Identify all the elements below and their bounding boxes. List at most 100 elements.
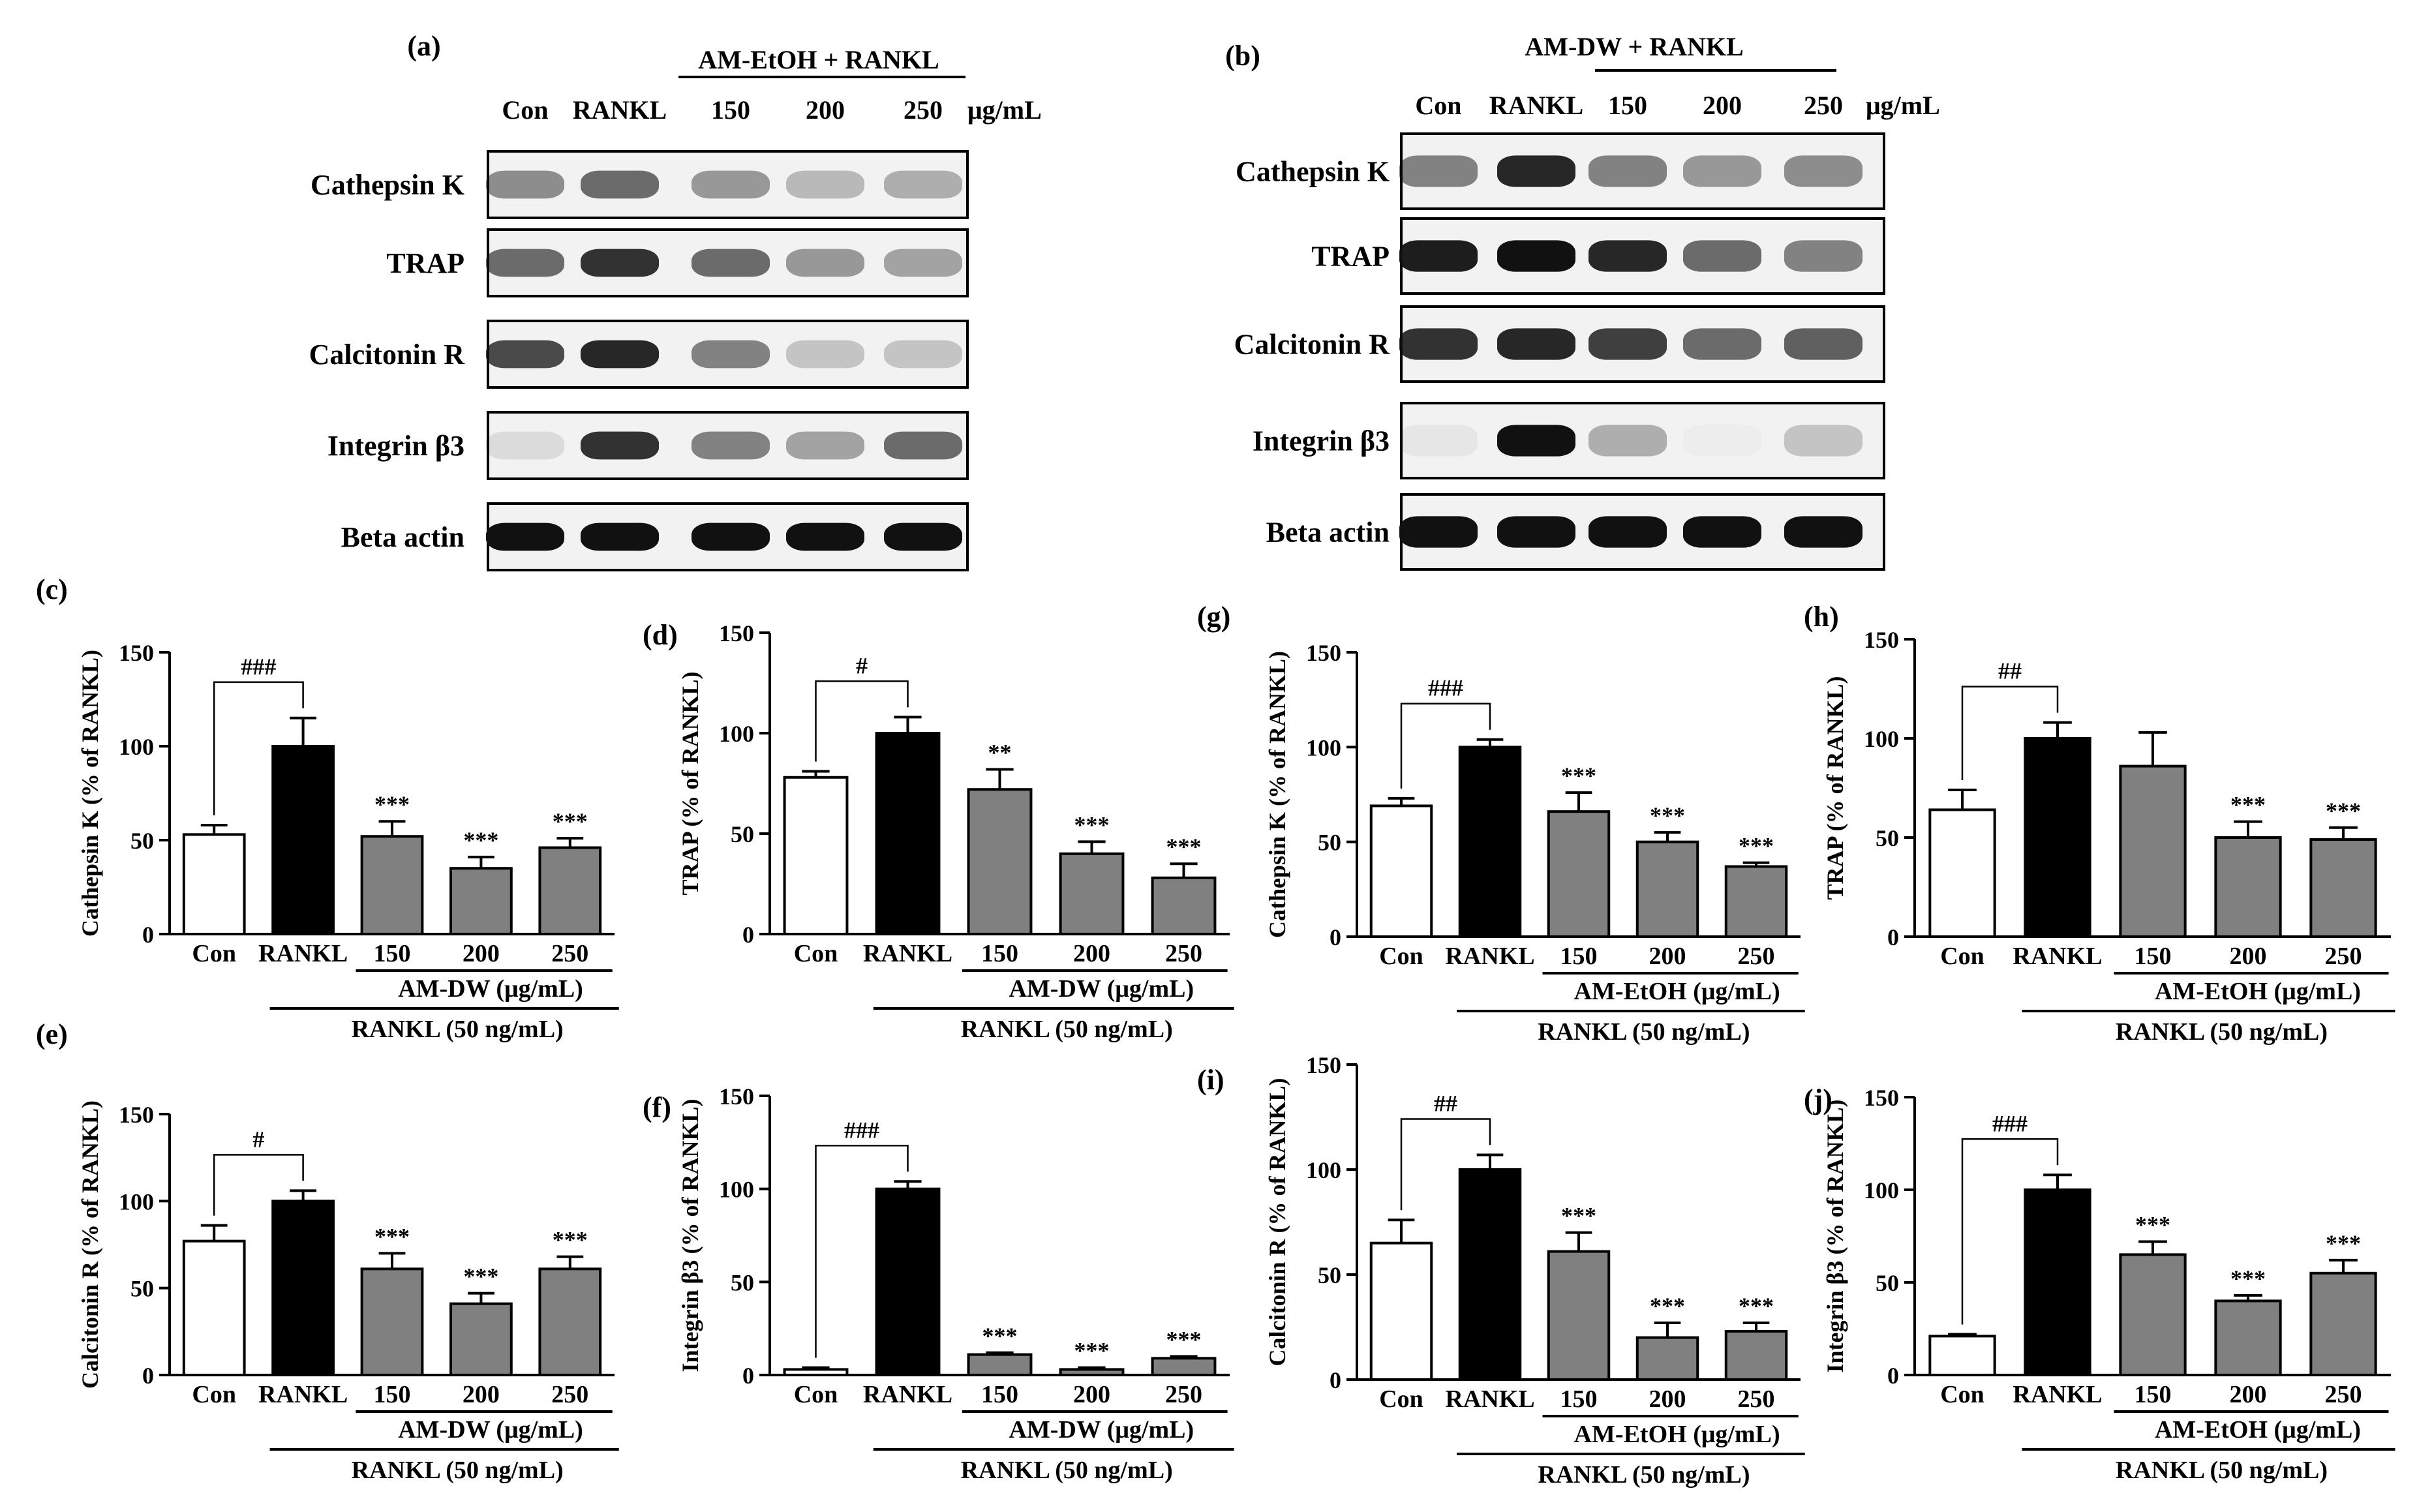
blot-band-con xyxy=(486,170,564,199)
y-tick-label: 50 xyxy=(731,1269,754,1295)
blot-row-label: Calcitonin R xyxy=(309,339,466,370)
x-tick-label-250: 250 xyxy=(2325,943,2362,970)
panel-label: (h) xyxy=(1804,601,1839,633)
y-tick-label: 0 xyxy=(742,1363,754,1389)
y-tick-label: 50 xyxy=(130,828,154,854)
blot-band-250 xyxy=(884,431,962,460)
x-tick-label-200: 200 xyxy=(1073,940,1110,967)
blot-band-200 xyxy=(1683,328,1761,360)
panel-label: (i) xyxy=(1197,1064,1224,1096)
y-tick-label: 100 xyxy=(1864,726,1899,752)
significance-label: *** xyxy=(1739,833,1774,859)
bar-chart-g: (g) 0 50 100 150 Cathepsin K (% of RANKL) Con R… xyxy=(1197,601,1805,1046)
significance-label: *** xyxy=(1561,763,1596,789)
x-tick-label-200: 200 xyxy=(2230,943,2267,970)
lane-label-rankl: RANKL xyxy=(573,95,667,125)
bar-150 xyxy=(1547,810,1611,939)
blot-row-calcitonin-r: Calcitonin R xyxy=(309,320,969,389)
significance-label: *** xyxy=(553,1227,588,1253)
x-tick-label-con: Con xyxy=(1940,943,1984,970)
bar-250 xyxy=(538,1267,602,1377)
western-blot-b: (b) AM-DW + RANKL Con RANKL 150 200 250 μg/mL Ca… xyxy=(1225,32,1940,571)
y-tick-label: 150 xyxy=(1864,1085,1899,1111)
x-tick-label-rankl: RANKL xyxy=(863,940,952,967)
blot-row-label: Calcitonin R xyxy=(1234,329,1391,361)
y-tick-label: 50 xyxy=(130,1276,154,1302)
blot-band-150 xyxy=(1589,328,1667,360)
significance-label: *** xyxy=(1739,1293,1774,1319)
significance-label: *** xyxy=(2326,798,2361,824)
y-axis-label: Integrin β3 (% of RANKL) xyxy=(1822,1100,1848,1373)
bar-chart-j: (j) 0 50 100 150 Integrin β3 (% of RANKL) Con R… xyxy=(1804,1083,2395,1484)
blot-treatment-label: AM-DW + RANKL xyxy=(1525,32,1743,61)
panel-label: (d) xyxy=(643,619,678,651)
bar-200 xyxy=(449,1302,513,1376)
comparison-bracket xyxy=(1400,1118,1491,1211)
blot-treatment-label: AM-EtOH + RANKL xyxy=(698,45,939,74)
x-tick-label-150: 150 xyxy=(981,940,1018,967)
y-tick-label: 0 xyxy=(142,922,154,948)
blot-band-150 xyxy=(692,170,770,199)
bar-250 xyxy=(1724,1329,1788,1381)
blot-band-200 xyxy=(786,249,864,277)
rankl-group-label: RANKL (50 ng/mL) xyxy=(352,1457,564,1484)
y-tick-label: 100 xyxy=(1306,1157,1341,1183)
blot-band-250 xyxy=(1784,516,1862,548)
bar-200 xyxy=(2214,1299,2282,1377)
significance-label: *** xyxy=(1650,1293,1685,1319)
blot-row-label: Integrin β3 xyxy=(1253,425,1390,457)
comparison-bracket xyxy=(213,681,304,815)
y-tick-label: 150 xyxy=(1306,1052,1341,1078)
x-tick-label-250: 250 xyxy=(1165,1381,1202,1408)
blot-band-250 xyxy=(1784,328,1862,360)
blot-row-beta-actin: Beta actin xyxy=(1266,493,1885,571)
panel-label: (e) xyxy=(36,1018,68,1050)
blot-band-150 xyxy=(692,522,770,551)
significance-label: *** xyxy=(1650,802,1685,828)
bar-150 xyxy=(967,1353,1033,1376)
blot-band-250 xyxy=(1784,155,1862,187)
blot-band-150 xyxy=(1589,240,1667,272)
x-tick-label-150: 150 xyxy=(1560,943,1598,970)
blot-band-150 xyxy=(1589,155,1667,187)
blot-band-con xyxy=(1399,240,1478,272)
y-axis-label: Calcitonin R (% of RANKL) xyxy=(77,1100,103,1389)
comparison-bracket xyxy=(815,680,909,762)
y-tick-label: 0 xyxy=(1887,924,1899,950)
x-tick-label-rankl: RANKL xyxy=(2013,943,2102,970)
bar-rankl xyxy=(1458,1168,1522,1381)
x-tick-label-rankl: RANKL xyxy=(2013,1381,2102,1408)
bracket-label: ### xyxy=(241,654,276,680)
blot-band-rankl xyxy=(1497,425,1575,457)
x-tick-label-150: 150 xyxy=(374,940,411,967)
treatment-group-label: AM-DW (μg/mL) xyxy=(398,1416,583,1444)
lane-label-200: 200 xyxy=(1703,91,1742,120)
blot-band-250 xyxy=(884,170,962,199)
bar-200 xyxy=(449,867,513,935)
blot-row-trap: TRAP xyxy=(1311,217,1885,295)
blot-band-200 xyxy=(1683,240,1761,272)
bar-chart-h: (h) 0 50 100 150 TRAP (% of RANKL) Con RANKL 150… xyxy=(1804,601,2395,1046)
bracket-label: ## xyxy=(1434,1090,1457,1116)
blot-row-label: TRAP xyxy=(1311,241,1390,273)
bracket-label: ### xyxy=(1428,675,1463,701)
y-tick-label: 100 xyxy=(1864,1177,1899,1203)
rankl-group-label: RANKL (50 ng/mL) xyxy=(1538,1018,1750,1046)
x-tick-label-rankl: RANKL xyxy=(1445,943,1534,970)
x-tick-label-250: 250 xyxy=(2325,1381,2362,1408)
blot-band-200 xyxy=(1683,516,1761,548)
blot-row-label: Cathepsin K xyxy=(1236,156,1390,188)
panel-label: (b) xyxy=(1225,40,1260,72)
bracket-label: ### xyxy=(1992,1110,2028,1136)
blot-band-rankl xyxy=(581,340,659,369)
y-tick-label: 0 xyxy=(142,1363,154,1389)
significance-label: *** xyxy=(463,1263,498,1290)
blot-band-150 xyxy=(1589,425,1667,457)
bar-250 xyxy=(1151,876,1217,936)
bar-250 xyxy=(538,846,602,936)
y-tick-label: 100 xyxy=(119,1188,154,1215)
blot-band-200 xyxy=(786,340,864,369)
bracket-label: # xyxy=(252,1126,264,1152)
x-tick-label-250: 250 xyxy=(1738,943,1775,970)
blot-band-rankl xyxy=(581,522,659,551)
